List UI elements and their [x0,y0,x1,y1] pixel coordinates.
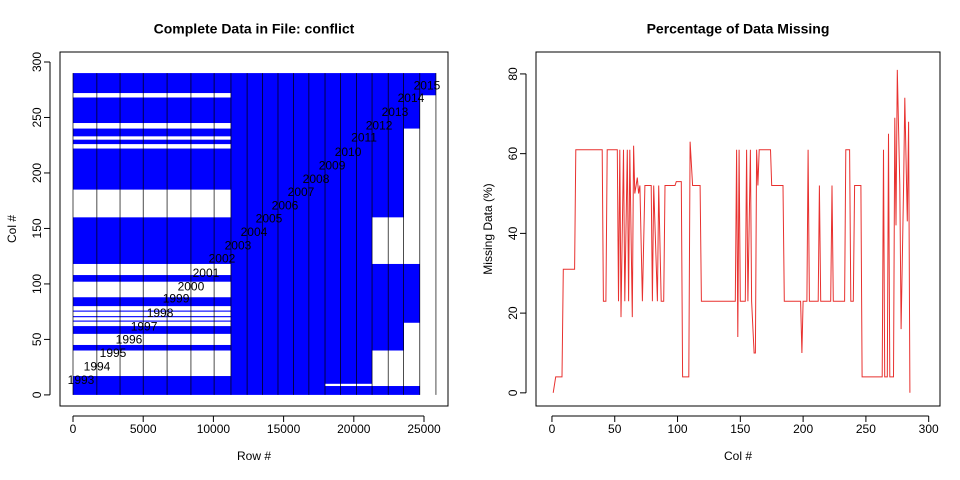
x-tick-label: 0 [70,422,77,436]
y-tick-label: 20 [506,306,520,320]
y-tick-label: 40 [506,226,520,240]
y-tick-label: 0 [30,391,44,398]
missing-block [73,148,231,190]
x-axis-label: Col # [724,449,752,463]
plot-frame [59,51,449,407]
missing-block [419,73,436,96]
y-axis-label: Missing Data (%) [481,183,495,274]
year-label: 2014 [398,91,425,105]
year-label: 1996 [116,333,143,347]
year-label: 2009 [319,158,346,172]
missing-block [73,344,231,351]
missing-block [73,297,231,307]
year-label: 1994 [84,359,111,373]
y-tick-label: 300 [30,52,44,72]
y-axis-label: Col # [5,215,19,243]
missing-block [73,326,231,334]
missing-block [73,97,231,124]
x-tick-label: 250 [856,422,876,436]
missing-block [403,263,420,323]
x-tick-label: 25000 [407,422,441,436]
x-tick-label: 10000 [197,422,231,436]
year-label: 1995 [100,346,127,360]
y-tick-label: 100 [30,274,44,294]
year-label: 1999 [163,292,190,306]
y-tick-label: 0 [506,389,520,396]
x-tick-label: 150 [730,422,750,436]
missing-block [372,73,404,218]
missing-block [73,316,231,318]
year-label: 2000 [178,279,205,293]
chart-title: Percentage of Data Missing [647,21,830,37]
year-label: 2015 [414,79,441,93]
y-tick-label: 150 [30,218,44,238]
x-axis-label: Row # [237,449,271,463]
missing-block [73,320,231,322]
missing-block [73,73,231,94]
year-label: 2010 [335,145,362,159]
year-label: 2011 [351,131,377,145]
missing-block [73,310,231,312]
year-label: 2013 [382,105,409,119]
year-label: 2004 [241,225,268,239]
missing-block [73,376,231,395]
year-label: 2005 [256,212,283,226]
x-tick-label: 15000 [267,422,301,436]
x-tick-label: 20000 [337,422,371,436]
missing-block [403,386,420,395]
y-tick-label: 200 [30,163,44,183]
missing-block [73,217,231,264]
year-label: 2002 [209,252,236,266]
missing-line [552,69,911,393]
y-tick-label: 250 [30,107,44,127]
year-label: 2006 [272,198,299,212]
year-label: 1993 [68,373,95,387]
missing-block [325,386,404,395]
x-tick-label: 300 [919,422,939,436]
x-tick-label: 5000 [130,422,157,436]
year-label: 1997 [131,319,158,333]
x-tick-label: 0 [549,422,556,436]
missing-block [403,73,420,129]
year-label: 2003 [225,238,252,252]
y-tick-label: 80 [506,67,520,81]
year-label: 2007 [288,185,315,199]
missing-block [73,275,231,282]
missing-block [73,139,231,145]
x-tick-label: 100 [668,422,688,436]
plot-frame [535,51,941,407]
missing-block [372,263,404,351]
chart-title: Complete Data in File: conflict [154,21,355,37]
missing-block [73,128,231,137]
year-label: 1998 [147,306,174,320]
year-label: 2001 [193,266,220,280]
x-tick-label: 200 [793,422,813,436]
y-tick-label: 60 [506,147,520,161]
x-tick-label: 50 [608,422,622,436]
missing-block [325,73,373,384]
y-tick-label: 50 [30,332,44,346]
plot-area [72,73,437,395]
year-label: 2008 [303,172,330,186]
year-label: 2012 [366,119,393,133]
